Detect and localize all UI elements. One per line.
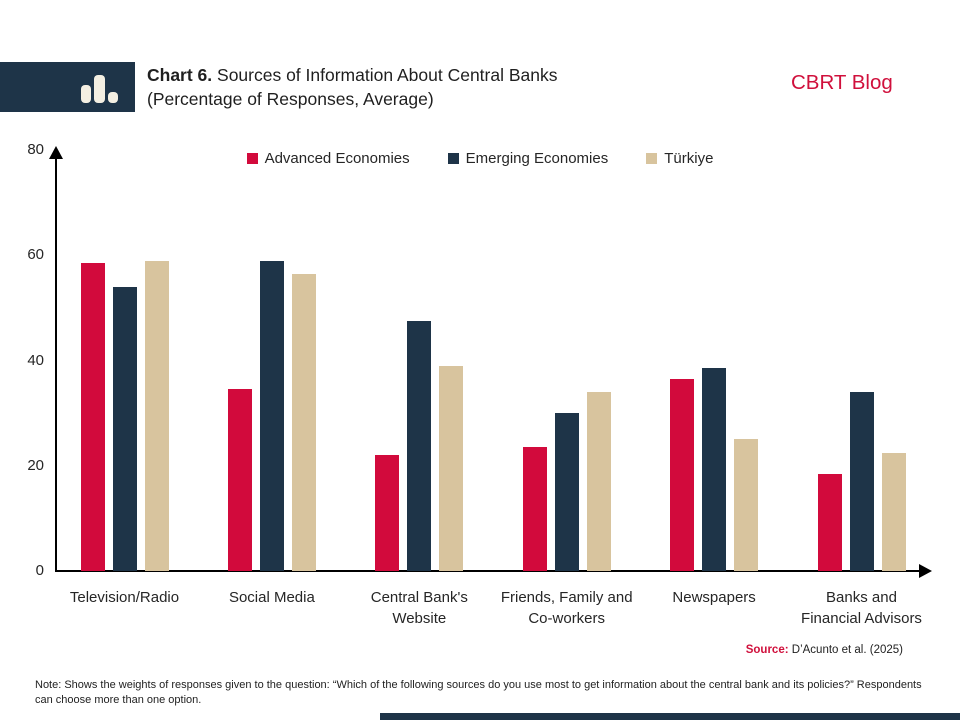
title-line-2: (Percentage of Responses, Average) xyxy=(147,89,434,109)
category-label: Central Bank's Website xyxy=(370,589,468,627)
bar xyxy=(291,273,316,571)
bar xyxy=(112,286,137,571)
note-text: Note: Shows the weights of responses giv… xyxy=(35,679,922,706)
bar xyxy=(849,392,874,571)
bar xyxy=(375,455,400,571)
title-prefix: Chart 6. xyxy=(147,65,213,85)
category-label: Newspapers xyxy=(672,589,756,606)
bar xyxy=(881,452,906,571)
bar xyxy=(259,260,284,571)
bar xyxy=(407,321,432,571)
bar xyxy=(522,447,547,571)
x-axis xyxy=(55,570,921,572)
cbrt-blog-brand: CBRT Blog xyxy=(791,71,893,94)
y-tick-label: 60 xyxy=(27,246,44,264)
bar xyxy=(670,378,695,571)
cbrt-logo-box xyxy=(0,62,135,112)
y-tick-label: 0 xyxy=(35,562,44,579)
bar-group xyxy=(522,392,611,571)
legend-label: Türkiye xyxy=(664,150,714,167)
bar-group xyxy=(375,321,464,571)
bar xyxy=(817,473,842,571)
bar xyxy=(734,439,759,571)
bar-group xyxy=(817,392,906,571)
legend-label: Advanced Economies xyxy=(264,150,410,167)
plot-area xyxy=(56,150,936,571)
legend-item-2: Türkiye xyxy=(646,150,713,167)
legend-item-1: Emerging Economies xyxy=(447,150,609,167)
source-citation: D’Acunto et al. (2025) xyxy=(791,644,903,656)
page-title: Chart 6. Sources of Information About Ce… xyxy=(147,63,557,111)
y-tick-label: 20 xyxy=(27,456,44,474)
bar xyxy=(80,263,105,571)
title-line-1: Chart 6. Sources of Information About Ce… xyxy=(147,63,557,87)
y-tick-label: 80 xyxy=(27,141,44,158)
footer-bar xyxy=(380,713,960,720)
bar xyxy=(227,389,252,571)
legend: Advanced Economies Emerging Economies Türk… xyxy=(0,150,960,167)
y-axis xyxy=(55,154,57,571)
bar xyxy=(554,413,579,571)
bar xyxy=(586,392,611,571)
legend-label: Emerging Economies xyxy=(465,150,609,167)
category-label: Social Media xyxy=(228,589,315,606)
legend-item-0: Advanced Economies xyxy=(246,150,410,167)
source-note: Source: D’Acunto et al. (2025) xyxy=(746,644,903,656)
title-main: Sources of Information About Central Ban… xyxy=(212,65,558,85)
category-label: Banks and Financial Advisors xyxy=(801,589,922,627)
bar xyxy=(144,260,169,571)
legend-swatch-icon xyxy=(646,153,658,164)
bar-group xyxy=(227,260,316,571)
legend-swatch-icon xyxy=(246,153,258,164)
bar xyxy=(439,365,464,571)
x-axis-arrow-icon xyxy=(919,564,932,578)
category-label: Television/Radio xyxy=(69,589,180,606)
category-label: Friends, Family and Co-workers xyxy=(500,589,633,627)
y-tick-label: 40 xyxy=(27,351,44,369)
bar xyxy=(702,368,727,571)
bar-group xyxy=(670,368,759,571)
y-axis-arrow-icon xyxy=(49,146,63,159)
bar-chart-logo-icon xyxy=(81,73,121,103)
bar-group xyxy=(80,260,169,571)
source-label: Source: xyxy=(745,644,789,656)
legend-swatch-icon xyxy=(447,153,459,164)
